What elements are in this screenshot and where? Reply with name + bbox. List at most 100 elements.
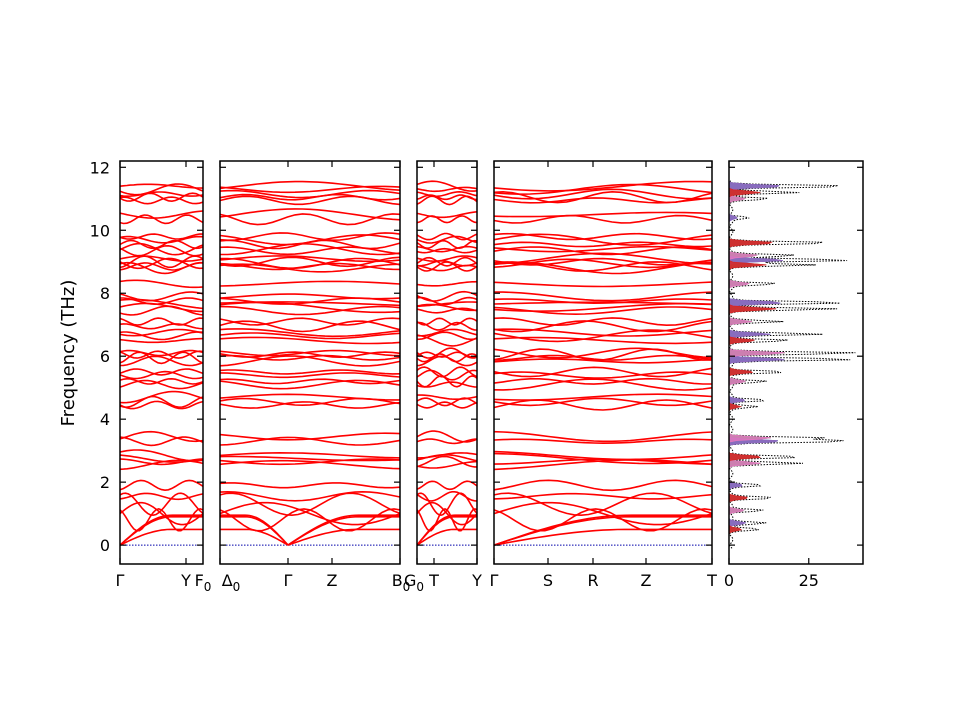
band-line [219, 263, 401, 273]
band-line [219, 401, 401, 409]
band-line [119, 214, 204, 225]
band-line [119, 479, 204, 492]
band-line [416, 460, 478, 469]
kpoint-label: Z [641, 571, 652, 590]
band-line [416, 247, 478, 254]
band-line [493, 458, 713, 465]
band-line [119, 239, 204, 250]
y-tick-label: 10 [90, 221, 110, 240]
band-line [416, 235, 478, 244]
band-line [119, 459, 204, 471]
band-line [416, 508, 478, 532]
band-line [416, 430, 478, 443]
band-line [119, 298, 204, 310]
kpoint-label: Δ0 [222, 571, 241, 594]
band-line [219, 180, 401, 191]
band-line [416, 321, 478, 331]
band-line [119, 377, 204, 385]
band-line [119, 235, 204, 244]
band-line [119, 242, 204, 256]
band-line [119, 436, 204, 447]
kpoint-label: Γ [490, 571, 499, 590]
band-line [119, 196, 204, 205]
partial-dos-curve [728, 179, 777, 549]
y-tick-labels: 0 2 4 6 8 10 12 [90, 158, 110, 555]
band-line [119, 355, 204, 367]
acoustic-band [287, 528, 400, 546]
band-line [219, 379, 401, 390]
band-line [119, 449, 204, 462]
band-line [416, 245, 478, 253]
frequency-axis: Frequency (THz) 0 2 4 6 8 10 12 [58, 158, 110, 555]
panel-frame [416, 160, 478, 565]
y-tick-label: 6 [100, 347, 110, 366]
kpoint-label: Γ [284, 571, 293, 590]
acoustic-band [416, 528, 477, 546]
acoustic-band [220, 516, 289, 546]
y-axis-label: Frequency (THz) [58, 280, 79, 427]
panel-frame [493, 160, 713, 565]
band-line [119, 390, 204, 404]
kpoint-label: Y [471, 571, 482, 590]
band-line [119, 255, 204, 263]
band-line [219, 255, 401, 263]
band-line [219, 369, 401, 375]
dos-x-tick-label: 0 [724, 571, 734, 590]
band-line [119, 279, 204, 289]
band-line [493, 281, 713, 288]
band-line [493, 317, 713, 327]
band-line [416, 334, 478, 347]
kpoint-label: T [428, 571, 439, 590]
band-line [119, 351, 204, 365]
band-line [119, 370, 204, 380]
band-line [119, 255, 204, 269]
band-line [219, 378, 401, 385]
band-line [493, 246, 713, 256]
band-line [493, 241, 713, 248]
band-line [219, 332, 401, 340]
band-line [493, 211, 713, 218]
kpoint-label: Γ [116, 571, 125, 590]
partial-dos-curve [728, 179, 777, 549]
band-line [416, 397, 478, 407]
acoustic-band [493, 516, 712, 546]
y-tick-label: 8 [100, 284, 110, 303]
band-line [493, 508, 713, 532]
band-line [219, 208, 401, 221]
band-line [416, 256, 478, 267]
band-line [416, 454, 478, 462]
band-line [119, 302, 203, 313]
band-line [119, 349, 204, 357]
band-line [416, 186, 478, 193]
band-line [219, 508, 401, 532]
band-line [416, 255, 478, 263]
band-line [219, 482, 401, 489]
band-line [493, 430, 713, 443]
band-line [119, 233, 203, 240]
band-line [119, 430, 204, 443]
band-line [119, 328, 204, 337]
band-line [416, 355, 478, 367]
acoustic-band [220, 528, 289, 546]
band-line [220, 242, 401, 256]
band-line [493, 399, 713, 411]
band-line [416, 215, 478, 224]
band-line [219, 355, 401, 367]
band-line [493, 257, 713, 266]
band-line [119, 337, 204, 344]
band-line [494, 291, 713, 302]
band-line [119, 331, 204, 341]
band-line [219, 397, 401, 407]
partial-dos-curve [728, 179, 785, 549]
band-line [219, 490, 401, 502]
band-line [493, 306, 713, 316]
band-line [119, 508, 204, 532]
band-line [119, 400, 204, 410]
band-panel-2: F0 Δ0 Γ Z B0 [195, 160, 410, 594]
band-line [219, 301, 401, 314]
kpoint-label: Z [327, 571, 338, 590]
acoustic-band [119, 528, 203, 546]
